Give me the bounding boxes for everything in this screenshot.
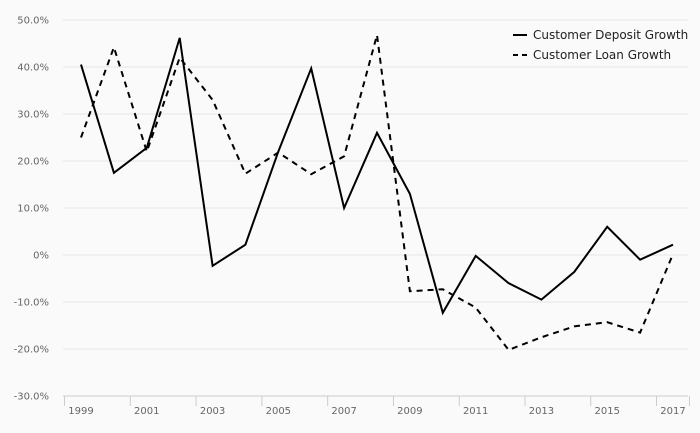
x-axis-labels: 1999 2001 2003 2005 2007 2009 2011 2013 2015 2017 [68,406,685,417]
x-tick-label: 2001 [134,406,159,417]
y-tick-label: 0% [33,251,49,262]
y-axis-labels: 50.0% 40.0% 30.0% 20.0% 10.0% 0% -10.0% -20.0% -… [14,16,49,403]
legend-label-loan: Customer Loan Growth [533,48,671,62]
y-tick-label: -10.0% [14,298,49,309]
y-tick-label: 50.0% [17,16,49,27]
y-tick-label: 40.0% [17,63,49,74]
x-tick-label: 2009 [397,406,422,417]
x-axis [63,395,690,406]
y-tick-label: -20.0% [14,345,49,356]
series-line-deposit [80,37,674,316]
x-tick-label: 2013 [529,406,554,417]
x-tick-label: 2017 [660,406,685,417]
y-tick-label: 20.0% [17,157,49,168]
x-tick-label: 2011 [463,406,488,417]
series-lines [80,34,674,352]
x-tick-label: 2005 [266,406,291,417]
x-tick-label: 2003 [200,406,225,417]
y-tick-label: 30.0% [17,110,49,121]
series-line-loan [80,34,674,352]
y-tick-label: -30.0% [14,392,49,403]
y-tick-label: 10.0% [17,204,49,215]
legend-label-deposit: Customer Deposit Growth [533,28,688,42]
legend: Customer Deposit Growth Customer Loan Gr… [513,28,688,62]
grid-lines [63,19,688,350]
x-tick-label: 2015 [594,406,619,417]
x-tick-label: 2007 [331,406,356,417]
x-tick-label: 1999 [68,406,93,417]
